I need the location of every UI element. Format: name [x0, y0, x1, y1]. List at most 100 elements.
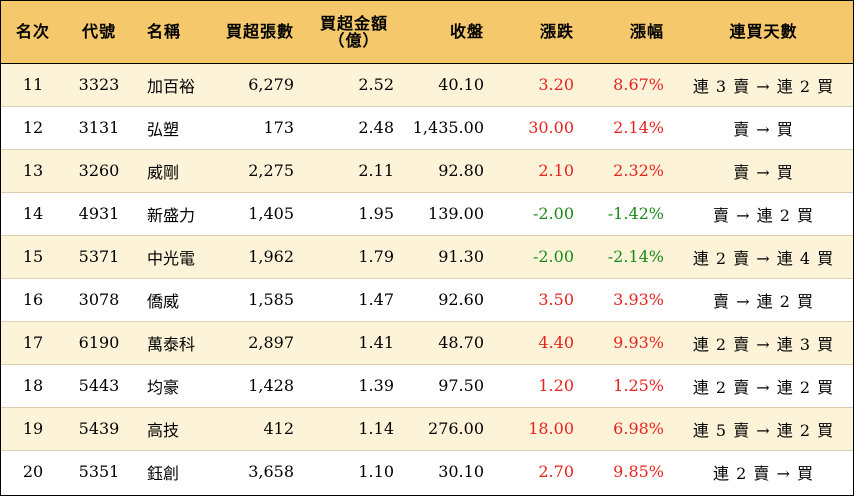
- cell-name: 萬泰科: [133, 320, 213, 364]
- cell-name: 加百裕: [147, 76, 196, 96]
- header-net-buy-amount: 買超金額 （億）: [304, 1, 404, 64]
- cell-change: 3.20: [538, 75, 574, 94]
- cell-net-buy-amount: 1.39: [304, 363, 404, 407]
- cell-change: 4.40: [494, 320, 584, 364]
- table-row: 20 5351 鈺創 3,658 1.10 30.10 2.70 9.85% 連 2 賣 → 買: [1, 449, 853, 493]
- table-row: 16 3078 僑威 1,585 1.47 92.60 3.50 3.93% 賣 → 連 2 買: [1, 277, 853, 321]
- cell-code: 4931: [65, 191, 133, 235]
- cell-streak: 賣 → 連 2 買: [674, 191, 853, 235]
- cell-code: 3131: [65, 105, 133, 149]
- cell-close: 91.30: [404, 234, 494, 278]
- cell-net-buy-lots: 1,585: [213, 277, 304, 321]
- cell-close: 97.50: [404, 363, 494, 407]
- table-row: 12 3131 弘塑 173 2.48 1,435.00 30.00 2.14% 賣 → 買: [1, 105, 853, 149]
- table-row: 19 5439 高技 412 1.14 276.00 18.00 6.98% 連 5 賣 → 連…: [1, 406, 853, 450]
- cell-net-buy-amount: 1.10: [304, 449, 404, 493]
- cell-change: 30.00: [494, 105, 584, 149]
- cell-net-buy-lots: 1,405: [213, 191, 304, 235]
- cell-net-buy-amount: 1.47: [304, 277, 404, 321]
- cell-name: 高技: [133, 406, 213, 450]
- cell-net-buy-amount: 2.48: [304, 105, 404, 149]
- cell-change: 2.70: [494, 449, 584, 493]
- cell-net-buy-amount: 1.41: [304, 320, 404, 364]
- table-row: 14 4931 新盛力 1,405 1.95 139.00 -2.00 -1.42% 賣 → 連…: [1, 191, 853, 235]
- table-body: 11 3323 加百裕 6,279 2.52 40.10 3.20 8.67% 連 3 賣 → …: [1, 63, 853, 493]
- header-name: 名稱: [133, 1, 213, 64]
- cell-net-buy-amount: 1.95: [304, 191, 404, 235]
- cell-net-buy-lots: 412: [213, 406, 304, 450]
- table-row: 18 5443 均豪 1,428 1.39 97.50 1.20 1.25% 連 2 賣 → 連…: [1, 363, 853, 407]
- cell-net-buy-amount: 2.11: [304, 148, 404, 192]
- header-close: 收盤: [404, 1, 494, 64]
- cell-net-buy-lots: 1,428: [213, 363, 304, 407]
- cell-streak: 連 2 賣 → 連 4 買: [674, 234, 853, 278]
- cell-change-pct: 3.93%: [584, 277, 674, 321]
- cell-close: 1,435.00: [404, 105, 494, 149]
- cell-net-buy-lots: 173: [213, 105, 304, 149]
- cell-code: 5351: [65, 449, 133, 493]
- cell-code: 3260: [65, 148, 133, 192]
- cell-rank: 12: [1, 105, 65, 149]
- cell-net-buy-lots: 6,279: [248, 75, 294, 94]
- header-net-buy-amount-label: 買超金額: [319, 13, 388, 33]
- header-code: 代號: [65, 1, 133, 64]
- cell-code: 6190: [65, 320, 133, 364]
- cell-net-buy-amount: 2.52: [358, 75, 394, 94]
- cell-rank: 15: [1, 234, 65, 278]
- cell-close: 30.10: [404, 449, 494, 493]
- cell-name: 威剛: [133, 148, 213, 192]
- cell-close: 92.80: [404, 148, 494, 192]
- header-rank: 名次: [1, 1, 65, 64]
- cell-streak: 連 5 賣 → 連 2 買: [674, 406, 853, 450]
- cell-change: -2.00: [494, 234, 584, 278]
- cell-close: 48.70: [404, 320, 494, 364]
- cell-close: 40.10: [438, 75, 484, 94]
- table-header-row: 名次 代號 名稱 買超張數 買超金額 （億） 收盤 漲跌 漲幅 連買天數: [1, 1, 853, 64]
- cell-change-pct: 1.25%: [584, 363, 674, 407]
- cell-streak: 賣 → 買: [674, 148, 853, 192]
- cell-name: 中光電: [133, 234, 213, 278]
- cell-code: 3323: [78, 75, 120, 94]
- cell-change: 1.20: [494, 363, 584, 407]
- cell-name: 僑威: [133, 277, 213, 321]
- cell-streak: 連 3 賣 → 連 2 買: [692, 76, 835, 96]
- cell-name: 均豪: [133, 363, 213, 407]
- cell-change-pct: 2.14%: [584, 105, 674, 149]
- cell-change: 2.10: [494, 148, 584, 192]
- table-row: 11 3323 加百裕 6,279 2.52 40.10 3.20 8.67% 連 3 賣 → …: [1, 63, 853, 106]
- cell-rank: 16: [1, 277, 65, 321]
- cell-rank: 20: [1, 449, 65, 493]
- cell-change-pct: 6.98%: [584, 406, 674, 450]
- header-streak: 連買天數: [674, 1, 853, 64]
- header-change-pct: 漲幅: [584, 1, 674, 64]
- table-row: 13 3260 威剛 2,275 2.11 92.80 2.10 2.32% 賣 → 買: [1, 148, 853, 192]
- cell-streak: 賣 → 買: [674, 105, 853, 149]
- cell-net-buy-lots: 3,658: [213, 449, 304, 493]
- cell-rank: 14: [1, 191, 65, 235]
- header-net-buy-amount-unit: （億）: [328, 30, 380, 50]
- header-net-buy-lots: 買超張數: [213, 1, 304, 64]
- cell-rank: 19: [1, 406, 65, 450]
- cell-change-pct: 2.32%: [584, 148, 674, 192]
- cell-change: 3.50: [494, 277, 584, 321]
- cell-streak: 連 2 賣 → 連 2 買: [674, 363, 853, 407]
- cell-net-buy-lots: 2,275: [213, 148, 304, 192]
- cell-rank: 17: [1, 320, 65, 364]
- cell-net-buy-lots: 1,962: [213, 234, 304, 278]
- cell-rank: 13: [1, 148, 65, 192]
- cell-name: 新盛力: [133, 191, 213, 235]
- cell-change: -2.00: [494, 191, 584, 235]
- cell-name: 弘塑: [133, 105, 213, 149]
- cell-rank: 18: [1, 363, 65, 407]
- header-change: 漲跌: [494, 1, 584, 64]
- cell-streak: 賣 → 連 2 買: [674, 277, 853, 321]
- cell-net-buy-lots: 2,897: [213, 320, 304, 364]
- cell-change: 18.00: [494, 406, 584, 450]
- table-row: 15 5371 中光電 1,962 1.79 91.30 -2.00 -2.14% 連 2 賣 …: [1, 234, 853, 278]
- cell-name: 鈺創: [133, 449, 213, 493]
- cell-rank: 11: [22, 75, 44, 94]
- cell-code: 5371: [65, 234, 133, 278]
- cell-streak: 連 2 賣 → 買: [674, 449, 853, 493]
